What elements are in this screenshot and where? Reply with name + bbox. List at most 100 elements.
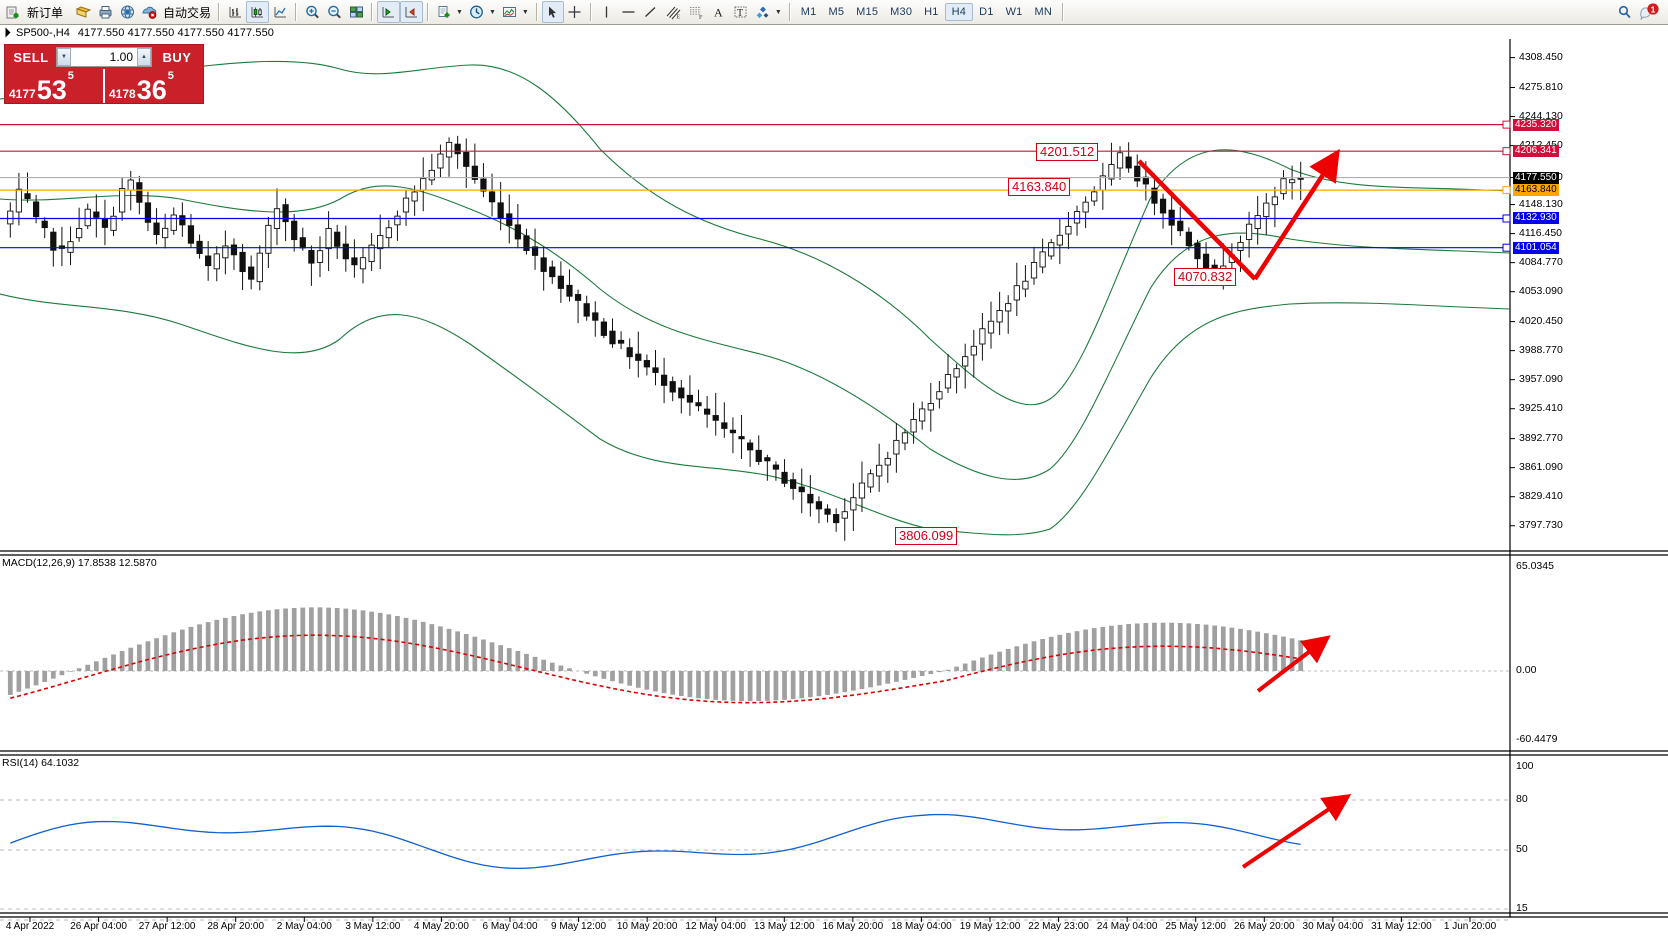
candlestick	[772, 464, 780, 470]
new-order-icon[interactable]	[2, 1, 24, 23]
timeframe-h1[interactable]: H1	[924, 6, 939, 18]
volume-stepper[interactable]: ▼ 1.00 ▲	[56, 47, 152, 67]
rsi-drawn-arrow[interactable]	[1241, 794, 1352, 869]
chart-canvas[interactable]	[0, 39, 1668, 941]
chart-shift-icon[interactable]	[377, 1, 401, 23]
text-icon[interactable]: A	[708, 1, 730, 23]
zoom-in-icon[interactable]	[301, 1, 323, 23]
annotation-swing-low-4070[interactable]: 4070.832	[1174, 268, 1237, 286]
fibonacci-icon[interactable]: F	[685, 1, 708, 23]
shapes-icon[interactable]	[752, 1, 774, 23]
period-icon[interactable]	[466, 1, 488, 23]
price-axis-tick: 4116.450	[1519, 226, 1563, 239]
vline-icon[interactable]	[596, 1, 618, 23]
horizontal-level-lines	[0, 120, 1511, 252]
candlestick	[342, 243, 349, 260]
price-level-chip[interactable]: 4101.054	[1513, 241, 1559, 254]
templates-icon[interactable]	[433, 1, 455, 23]
candlestick	[144, 202, 152, 223]
folder-icon[interactable]	[72, 1, 94, 23]
buy-price-fraction: 5	[167, 70, 174, 82]
search-icon[interactable]	[1614, 1, 1636, 23]
price-level-chip[interactable]: 4235.320	[1513, 118, 1559, 131]
macd-drawn-arrow[interactable]	[1256, 635, 1331, 693]
bar-chart-icon[interactable]	[224, 1, 246, 23]
autotrading-icon[interactable]	[138, 1, 160, 23]
timeframe-m1[interactable]: M1	[800, 6, 817, 18]
candlestick	[781, 471, 788, 484]
text-label-icon[interactable]: T	[730, 1, 752, 23]
time-axis-label: 4 Apr 2022	[5, 921, 55, 932]
candlestick	[1030, 262, 1038, 279]
annotation-level-4163[interactable]: 4163.840	[1008, 178, 1071, 196]
price-level-chip[interactable]: 4206.341	[1513, 145, 1559, 158]
candlestick	[592, 312, 599, 321]
candlestick	[514, 224, 521, 240]
candlestick	[747, 442, 754, 451]
annotation-swing-low-3806[interactable]: 3806.099	[895, 527, 958, 545]
drawn-arrow-up-leg[interactable]	[1253, 148, 1340, 281]
candlestick	[1134, 165, 1141, 182]
time-axis-label: 1 Jun 20:00	[1443, 921, 1497, 932]
print-icon[interactable]	[94, 1, 116, 23]
candlestick	[609, 330, 616, 345]
candlestick	[463, 151, 470, 167]
trendline-icon[interactable]	[640, 1, 662, 23]
chart-area[interactable]: 4308.450 4275.810 4244.130 4212.450 4177.550…	[0, 39, 1668, 941]
zoom-out-icon[interactable]	[323, 1, 345, 23]
globe-icon[interactable]	[116, 1, 138, 23]
timeframe-d1[interactable]: D1	[979, 6, 994, 18]
timeframe-w1[interactable]: W1	[1005, 6, 1023, 18]
buy-price[interactable]: 4178 36 5	[103, 69, 203, 104]
price-axis-tick: 3829.410	[1519, 489, 1563, 502]
rsi-pane	[0, 794, 1510, 910]
price-level-chip[interactable]: 4163.840	[1513, 184, 1559, 197]
autotrading-label[interactable]: 自动交易	[163, 5, 212, 20]
timeframe-h4[interactable]: H4	[944, 3, 974, 21]
new-order-label[interactable]: 新订单	[27, 5, 64, 20]
crosshair-icon[interactable]	[564, 1, 586, 23]
tile-windows-icon[interactable]	[345, 1, 367, 23]
candlestick	[566, 284, 573, 297]
one-click-trading-panel[interactable]: SELL ▼ 1.00 ▲ BUY 4177 53 5 4178 36 5	[4, 44, 204, 104]
price-level-chip[interactable]: 4177.550	[1513, 171, 1559, 184]
candlestick	[1116, 152, 1124, 169]
volume-increase-icon[interactable]: ▲	[137, 48, 151, 66]
equidistant-channel-icon[interactable]: E	[662, 1, 685, 23]
chevron-down-icon[interactable]: ▼	[488, 8, 496, 16]
drawn-arrow-down-leg[interactable]	[1137, 159, 1257, 281]
sell-button[interactable]: SELL	[13, 49, 49, 65]
annotation-swing-high-4201[interactable]: 4201.512	[1036, 143, 1099, 161]
timeframe-m30[interactable]: M30	[890, 6, 913, 18]
sell-price[interactable]: 4177 53 5	[5, 69, 103, 104]
timeframe-m15[interactable]: M15	[856, 6, 879, 18]
candlestick	[755, 449, 762, 462]
chevron-down-icon[interactable]: ▼	[521, 8, 529, 16]
indicators-icon[interactable]	[499, 1, 521, 23]
chevron-down-icon[interactable]: ▼	[456, 8, 463, 16]
volume-decrease-icon[interactable]: ▼	[57, 48, 71, 66]
alerts-icon[interactable]: 1	[1636, 1, 1662, 23]
candlestick	[1151, 187, 1158, 204]
timeframe-m5[interactable]: M5	[828, 6, 845, 18]
candlestick	[282, 204, 289, 223]
time-axis-label: 19 May 12:00	[959, 921, 1021, 932]
buy-button[interactable]: BUY	[162, 49, 192, 65]
chevron-down-icon[interactable]: ▼	[774, 8, 782, 16]
candlestick	[24, 193, 31, 199]
candlestick	[1108, 164, 1115, 180]
price-level-chip[interactable]: 4132.930	[1513, 212, 1559, 225]
timeframe-mn[interactable]: MN	[1034, 6, 1052, 18]
candlestick	[41, 220, 48, 229]
sell-price-fraction: 5	[67, 70, 74, 82]
cursor-icon[interactable]	[541, 1, 564, 23]
hline-icon[interactable]	[618, 1, 640, 23]
line-chart-icon[interactable]	[269, 1, 291, 23]
collapse-triangle-icon[interactable]	[5, 27, 11, 38]
candlestick-icon[interactable]	[246, 1, 270, 23]
volume-value[interactable]: 1.00	[109, 50, 133, 64]
candlestick	[927, 403, 934, 411]
auto-scroll-icon[interactable]	[400, 1, 424, 23]
candlestick	[549, 266, 556, 278]
macd-pane	[0, 607, 1510, 704]
